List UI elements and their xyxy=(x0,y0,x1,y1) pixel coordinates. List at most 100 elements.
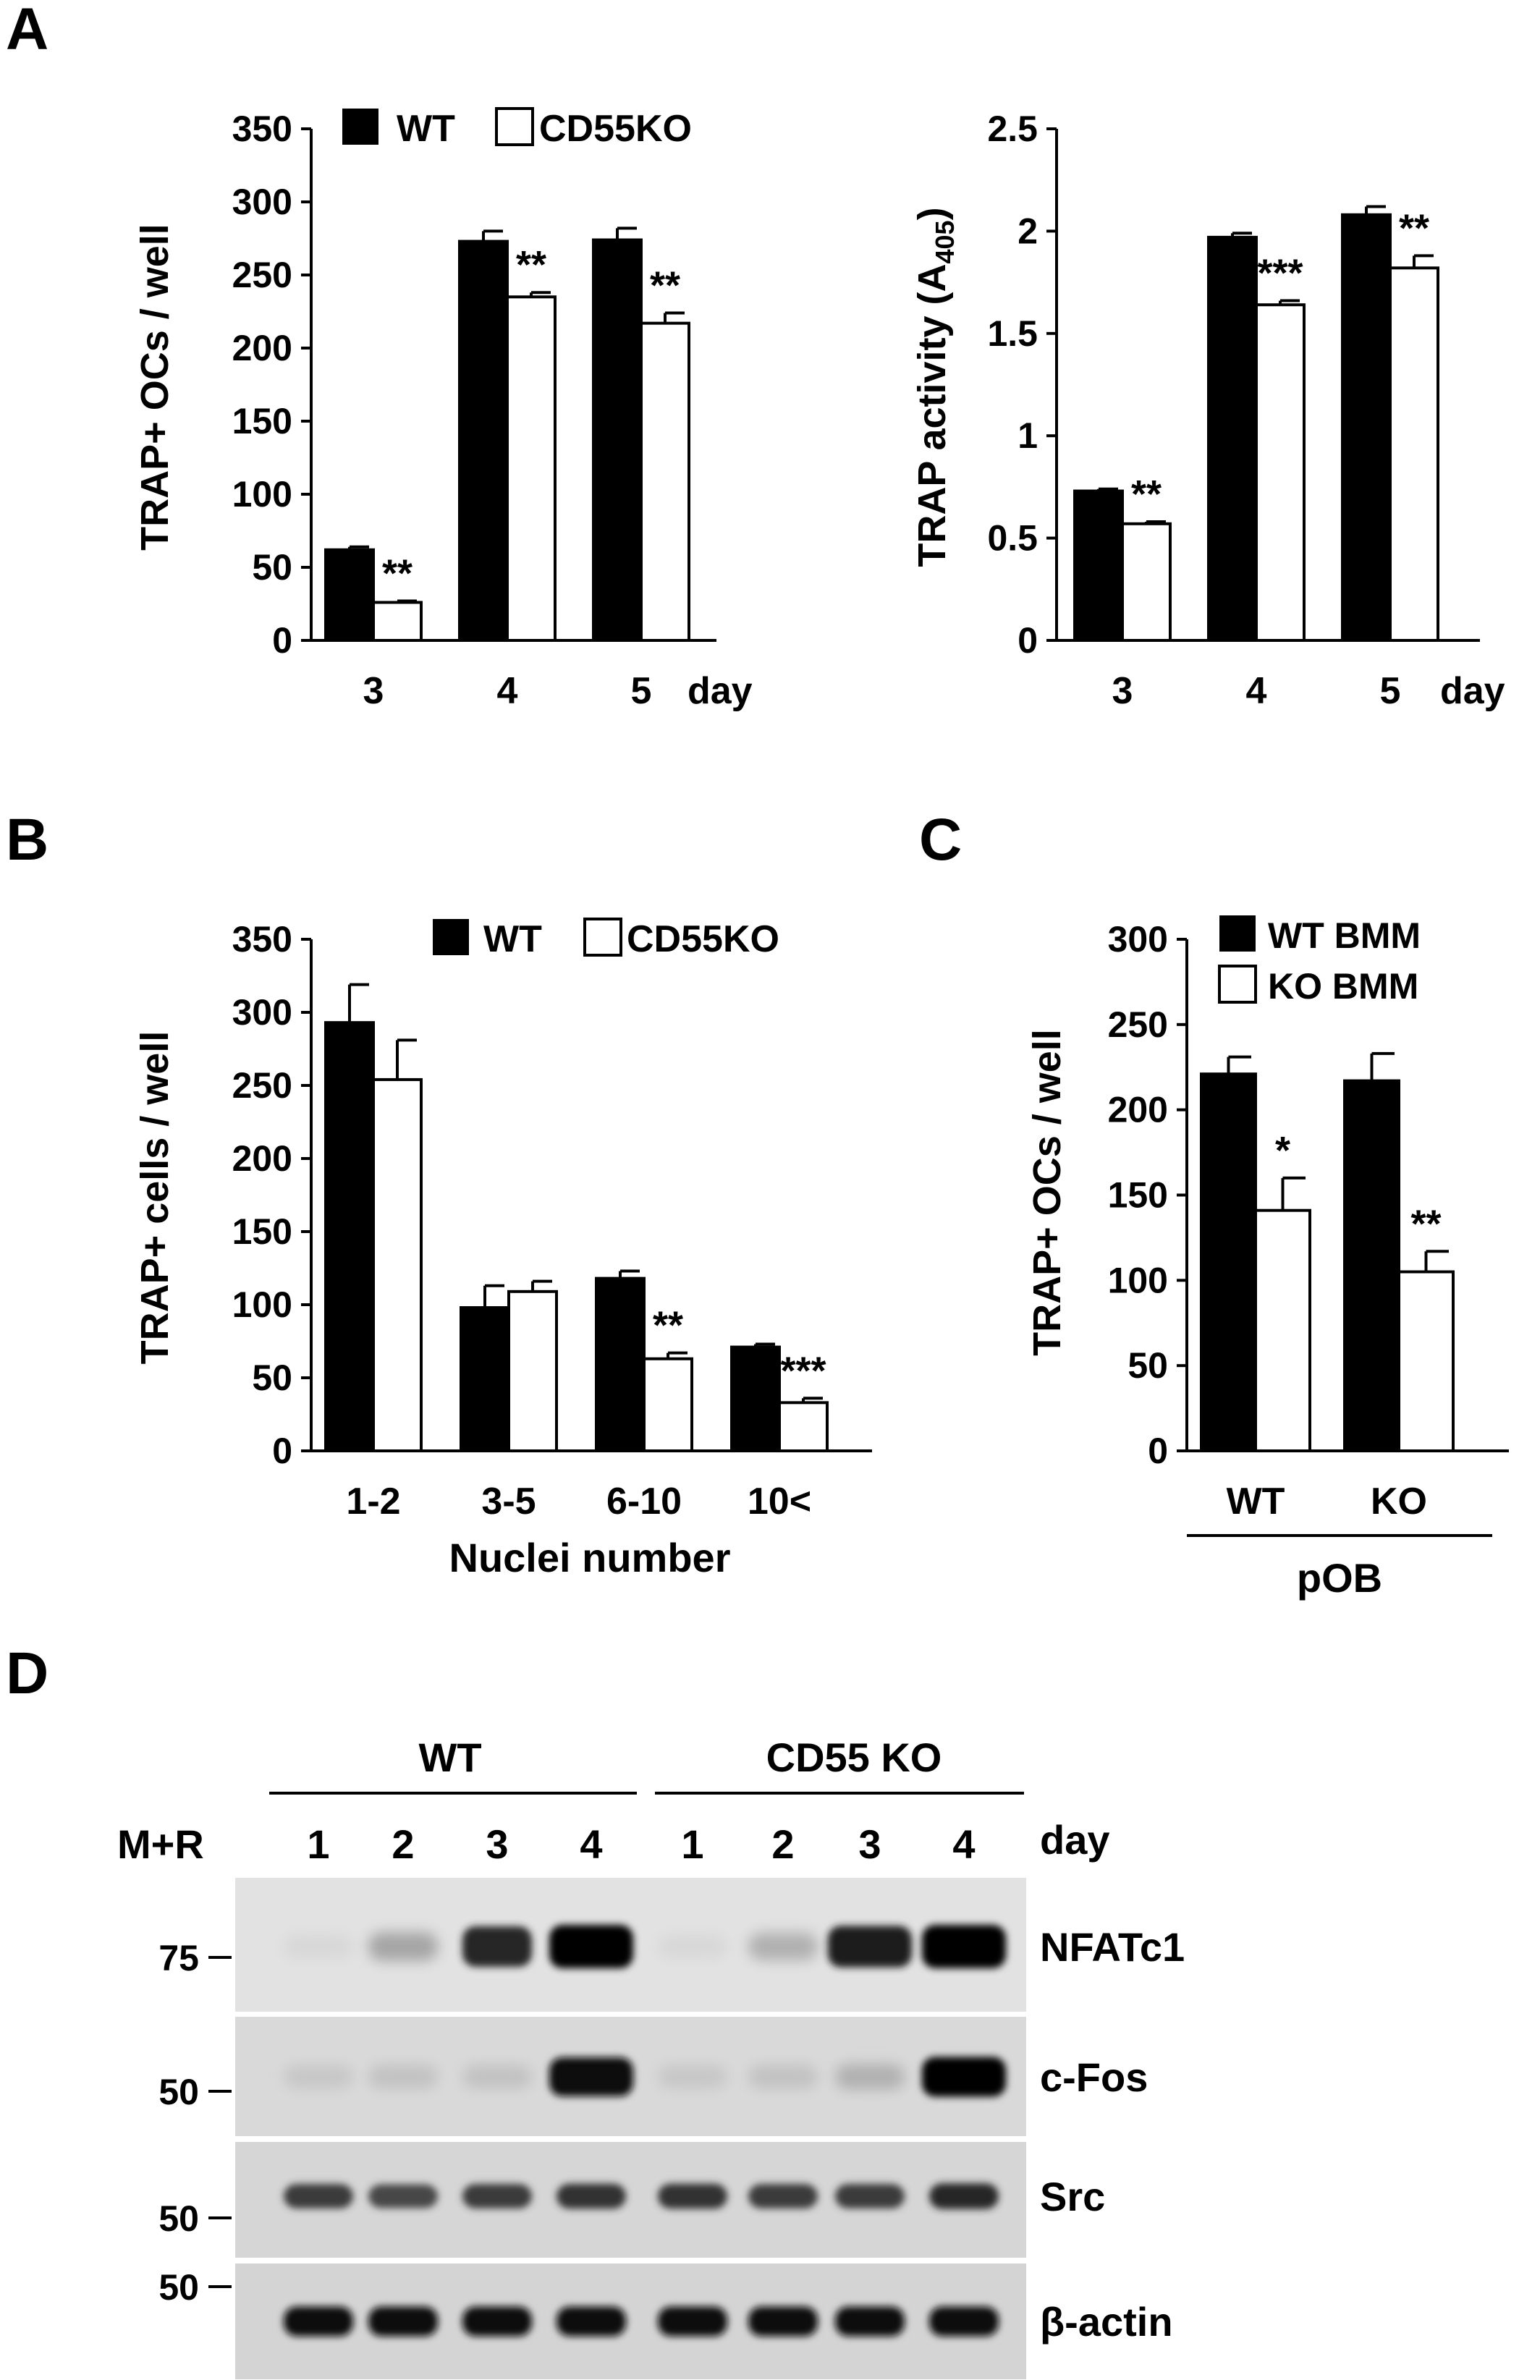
legend-label-wt: WT xyxy=(483,918,542,960)
chart-c-trap-ocs-coculture: TRAP+ OCs / well pOB WT BMM KO BMM 0 50 10… xyxy=(1025,915,1509,1601)
x-tick-label-6-10: 6-10 xyxy=(606,1481,682,1523)
blot-band xyxy=(922,1925,1006,1968)
blot-marker-label: 50 xyxy=(158,2267,199,2308)
y-tick-label: 250 xyxy=(232,1065,292,1106)
significance-marker: ** xyxy=(1410,1202,1441,1245)
blot-band xyxy=(368,2306,438,2337)
x-tick-label-KO: KO xyxy=(1371,1481,1427,1523)
blot-band xyxy=(368,2064,438,2089)
bar-cd55ko-4 xyxy=(1255,303,1306,642)
blot-lane-label: 2 xyxy=(771,1821,794,1867)
y-axis-label-subscript: 405 xyxy=(930,220,960,263)
x-tick-label-3: 3 xyxy=(1112,670,1133,712)
blot-row-β-actin: β-actin 50 xyxy=(158,2263,1173,2379)
y-tick-label: 50 xyxy=(1128,1345,1168,1386)
y-tick-label: 0 xyxy=(272,620,292,661)
y-axis-label-main: TRAP activity (A xyxy=(910,263,954,567)
blot-lane-label: 1 xyxy=(681,1821,703,1867)
blot-band xyxy=(658,2183,727,2209)
bar-cd55ko-5 xyxy=(640,321,690,642)
blot-band xyxy=(549,2057,633,2096)
blot-band xyxy=(658,2064,727,2089)
blot-lane-label: 4 xyxy=(952,1821,975,1867)
chart-b-trap-cells-by-nuclei: TRAP+ cells / well Nuclei number WT CD55… xyxy=(133,918,872,1580)
blot-band xyxy=(835,2184,905,2209)
blot-band xyxy=(748,2064,818,2089)
blot-band xyxy=(748,2184,818,2209)
blot-lane-label: 2 xyxy=(392,1821,414,1867)
x-tick-label-WT: WT xyxy=(1227,1481,1285,1523)
blot-protein-label: c-Fos xyxy=(1040,2054,1148,2100)
blot-band xyxy=(922,2057,1006,2097)
bar-wt-5 xyxy=(1341,213,1392,642)
bar-wt-3 xyxy=(324,548,375,643)
bar-wt-1-2 xyxy=(324,1021,375,1452)
panel-label-b: B xyxy=(6,807,48,873)
bar-wt-bmm-WT xyxy=(1200,1072,1257,1452)
y-tick-label: 0 xyxy=(1148,1431,1168,1471)
significance-marker: ** xyxy=(382,551,412,595)
significance-marker: ** xyxy=(650,264,680,308)
y-tick-label: 100 xyxy=(232,474,292,514)
blot-group-label-cd55ko: CD55 KO xyxy=(766,1735,942,1780)
legend-swatch-wt-bmm xyxy=(1219,915,1256,952)
y-tick-label: 2 xyxy=(1018,211,1038,251)
y-tick-label: 300 xyxy=(232,992,292,1033)
bar-cd55ko-1-2 xyxy=(372,1077,423,1453)
y-tick-label: 200 xyxy=(232,328,292,368)
y-tick-label: 0 xyxy=(1018,620,1038,661)
blot-lane-label: 4 xyxy=(580,1821,602,1867)
blot-band xyxy=(549,1925,633,1968)
blot-marker-label: 50 xyxy=(158,2072,199,2112)
y-tick-label: 350 xyxy=(232,109,292,149)
y-tick-label: 250 xyxy=(232,255,292,295)
blot-band xyxy=(748,1932,818,1961)
x-axis-label: Nuclei number xyxy=(449,1535,731,1580)
bar-cd55ko-3 xyxy=(1121,522,1172,643)
panel-label-a: A xyxy=(6,0,48,62)
y-tick-label: 1 xyxy=(1018,415,1038,456)
blot-band xyxy=(284,2306,353,2337)
significance-marker: ** xyxy=(1399,206,1429,250)
bar-cd55ko-3-5 xyxy=(507,1289,558,1452)
bar-wt-bmm-KO xyxy=(1343,1079,1400,1453)
bar-cd55ko-4 xyxy=(506,295,557,642)
y-tick-label: 0 xyxy=(272,1431,292,1471)
bar-wt-4 xyxy=(1207,235,1258,643)
blot-band xyxy=(557,2183,626,2209)
bar-wt-10< xyxy=(730,1345,781,1452)
chart-a1-trap-ocs-per-well: TRAP+ OCs / well day WT CD55KO 0 50 100 150… xyxy=(133,107,753,712)
y-axis-label: TRAP activity (A405) xyxy=(910,207,960,567)
legend-swatch-wt xyxy=(433,919,469,955)
legend: WT BMM KO BMM xyxy=(1218,915,1421,1007)
blot-lane-label: 3 xyxy=(486,1821,508,1867)
significance-marker: ** xyxy=(653,1304,683,1347)
blot-lane-unit: day xyxy=(1040,1817,1110,1863)
x-unit-label: day xyxy=(1440,670,1505,712)
legend-label-wt-bmm: WT BMM xyxy=(1268,915,1421,956)
legend: WT CD55KO xyxy=(342,107,692,150)
y-tick-label: 100 xyxy=(1108,1260,1168,1300)
bar-ko-bmm-WT xyxy=(1254,1208,1311,1452)
blot-band xyxy=(748,2306,818,2337)
legend-swatch-wt xyxy=(342,109,378,145)
bar-cd55ko-10< xyxy=(778,1401,829,1452)
blot-protein-label: Src xyxy=(1040,2174,1105,2219)
blot-membrane xyxy=(235,2263,1026,2379)
blot-row-NFATc1: NFATc1 75 xyxy=(158,1878,1185,2012)
bar-wt-5 xyxy=(592,238,643,642)
y-axis-label-end: ) xyxy=(910,207,954,220)
y-tick-label: 0.5 xyxy=(987,518,1038,559)
significance-marker: ** xyxy=(516,243,546,287)
bar-wt-4 xyxy=(458,240,509,643)
y-tick-label: 150 xyxy=(232,1211,292,1252)
blot-band xyxy=(284,2184,353,2209)
blot-band xyxy=(462,1926,532,1967)
y-tick-label: 300 xyxy=(232,182,292,222)
panel-label-d: D xyxy=(6,1640,48,1706)
blot-band xyxy=(462,2184,532,2209)
bar-cd55ko-3 xyxy=(372,601,423,642)
blot-lane-label: 1 xyxy=(307,1821,329,1867)
y-axis-label: TRAP+ OCs / well xyxy=(1025,1029,1069,1356)
